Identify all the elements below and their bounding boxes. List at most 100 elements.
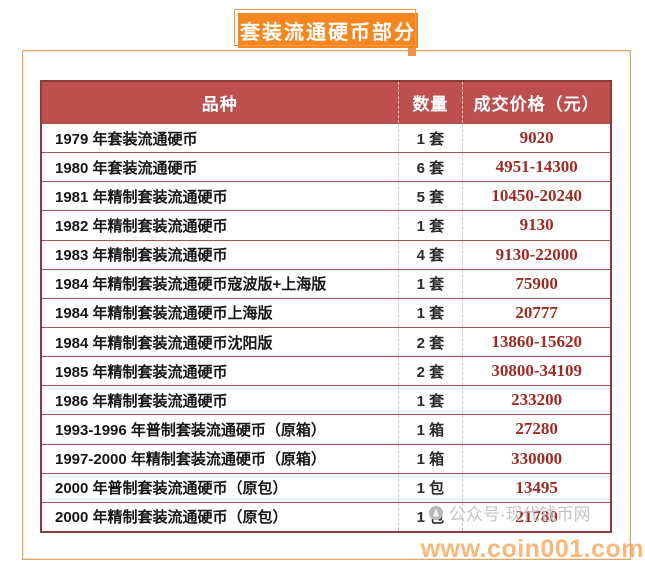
table-row: 1986 年精制套装流通硬币 1 套 233200: [42, 385, 610, 415]
product-label: 2000 年普制套装流通硬币（原包）: [55, 480, 288, 498]
quantity-value: 1 套: [416, 130, 445, 148]
product-cell: 1997-2000 年精制套装流通硬币（原箱）: [42, 445, 398, 473]
price-value: 21780: [515, 506, 558, 526]
wechat-account-icon: [429, 505, 443, 520]
product-label: 1997-2000 年精制套装流通硬币（原箱）: [55, 451, 326, 469]
price-value: 9020: [519, 128, 554, 148]
product-cell: 1982 年精制套装流通硬币: [42, 211, 398, 239]
quantity-value: 1 箱: [416, 421, 445, 439]
quantity-cell: 1 套: [397, 298, 463, 327]
price-cell: 20777: [462, 298, 610, 327]
product-label: 1982 年精制套装流通硬币: [55, 217, 228, 235]
header-cell-price: 成交价格（元）: [462, 82, 610, 123]
quantity-cell: 5 套: [397, 182, 463, 211]
table-row: 2000 年普制套装流通硬币（原包） 1 包 13495: [42, 472, 610, 502]
price-value: 30800-34109: [491, 361, 582, 381]
price-value: 20777: [515, 302, 558, 322]
product-cell: 1980 年套装流通硬币: [42, 153, 398, 181]
product-label: 1986 年精制套装流通硬币: [55, 392, 228, 410]
title-banner: 套装流通硬币部分: [234, 9, 418, 56]
page-title: 套装流通硬币部分: [240, 22, 416, 44]
price-value: 233200: [511, 390, 563, 410]
price-cell: 4951-14300: [462, 153, 610, 182]
quantity-cell: 2 套: [397, 357, 463, 386]
price-cell: 30800-34109: [462, 357, 610, 386]
price-cell: 9130-22000: [462, 240, 610, 269]
table-row: 1979 年套装流通硬币 1 套 9020: [42, 123, 610, 153]
price-value: 27280: [515, 419, 558, 439]
site-watermark: www.coin001.com: [420, 535, 644, 563]
table-row: 1997-2000 年精制套装流通硬币（原箱） 1 箱 330000: [42, 443, 610, 473]
quantity-value: 6 套: [416, 159, 445, 177]
quantity-cell: 1 套: [397, 124, 463, 153]
table-row: 1983 年精制套装流通硬币 4 套 9130-22000: [42, 239, 610, 269]
product-cell: 1985 年精制套装流通硬币: [42, 357, 398, 385]
product-cell: 1984 年精制套装流通硬币寇波版+上海版: [42, 270, 398, 298]
quantity-cell: 4 套: [397, 240, 463, 269]
quantity-cell: 1 包: [397, 473, 463, 502]
header-cell-product: 品种: [201, 95, 238, 114]
product-label: 1981 年精制套装流通硬币: [55, 188, 228, 206]
product-label: 1984 年精制套装流通硬币寇波版+上海版: [55, 276, 327, 294]
quantity-cell: 6 套: [397, 153, 463, 182]
quantity-value: 1 包: [416, 480, 445, 498]
product-cell: 2000 年精制套装流通硬币（原包）: [42, 503, 398, 531]
product-label: 1980 年套装流通硬币: [55, 159, 198, 177]
quantity-value: 1 箱: [416, 451, 445, 469]
table-body: 1979 年套装流通硬币 1 套 9020 1980 年套装流通硬币 6 套 4…: [42, 123, 610, 531]
price-value: 13860-15620: [491, 332, 582, 352]
quantity-value: 2 套: [416, 363, 445, 381]
product-cell: 1984 年精制套装流通硬币上海版: [42, 299, 398, 327]
quantity-value: 1 套: [416, 217, 445, 235]
quantity-cell: 1 箱: [397, 444, 463, 473]
table-row: 1982 年精制套装流通硬币 1 套 9130: [42, 210, 610, 240]
table-row: 1980 年套装流通硬币 6 套 4951-14300: [42, 152, 610, 182]
price-cell: 10450-20240: [462, 182, 610, 211]
price-value: 13495: [515, 477, 558, 497]
price-value: 4951-14300: [495, 157, 578, 177]
price-cell: 27280: [462, 415, 610, 444]
price-table: 品种 数量 成交价格（元） 1979 年套装流通硬币 1 套 9020 1980…: [40, 80, 612, 533]
product-cell: 1983 年精制套装流通硬币: [42, 241, 398, 269]
product-cell: 2000 年普制套装流通硬币（原包）: [42, 474, 398, 502]
product-label: 1993-1996 年普制套装流通硬币（原箱）: [55, 421, 326, 439]
decorative-frame: [22, 50, 631, 560]
wechat-watermark-label: 公众号·现代钱币网: [449, 505, 591, 524]
quantity-value: 1 套: [416, 392, 445, 410]
quantity-value: 5 套: [416, 188, 445, 206]
header-cell-quantity: 数量: [397, 82, 463, 123]
price-cell: 9020: [462, 124, 610, 153]
table-row: 1984 年精制套装流通硬币上海版 1 套 20777: [42, 297, 610, 327]
table-header-row: 品种 数量 成交价格（元）: [42, 82, 610, 123]
price-cell: 9130: [462, 211, 610, 240]
quantity-cell: 1 套: [397, 269, 463, 298]
price-cell: 75900: [462, 269, 610, 298]
product-label: 2000 年精制套装流通硬币（原包）: [55, 509, 288, 527]
product-label: 1983 年精制套装流通硬币: [55, 247, 228, 265]
product-label: 1984 年精制套装流通硬币上海版: [55, 305, 273, 323]
price-cell: 13495: [462, 473, 610, 502]
quantity-cell: 1 套: [397, 211, 463, 240]
quantity-cell: 1 箱: [397, 415, 463, 444]
price-value: 9130-22000: [495, 244, 578, 264]
table-row: 1984 年精制套装流通硬币寇波版+上海版 1 套 75900: [42, 268, 610, 298]
price-value: 330000: [511, 448, 563, 468]
quantity-value: 4 套: [416, 247, 445, 265]
quantity-cell: 2 套: [397, 327, 463, 357]
quantity-cell: 1 套: [397, 386, 463, 415]
product-cell: 1993-1996 年普制套装流通硬币（原箱）: [42, 415, 398, 443]
product-label: 1985 年精制套装流通硬币: [55, 363, 228, 381]
price-cell: 13860-15620: [462, 327, 610, 357]
product-cell: 1986 年精制套装流通硬币: [42, 386, 398, 414]
table-row: 1984 年精制套装流通硬币沈阳版 2 套 13860-15620: [42, 326, 610, 357]
product-label: 1979 年套装流通硬币: [55, 130, 198, 148]
price-value: 9130: [519, 215, 554, 235]
price-cell: 330000: [462, 444, 610, 473]
product-cell: 1979 年套装流通硬币: [42, 124, 398, 152]
table-row: 1985 年精制套装流通硬币 2 套 30800-34109: [42, 356, 610, 386]
product-cell: 1981 年精制套装流通硬币: [42, 182, 398, 210]
product-cell: 1984 年精制套装流通硬币沈阳版: [42, 328, 398, 356]
price-value: 10450-20240: [491, 186, 582, 206]
quantity-value: 2 套: [416, 334, 445, 352]
